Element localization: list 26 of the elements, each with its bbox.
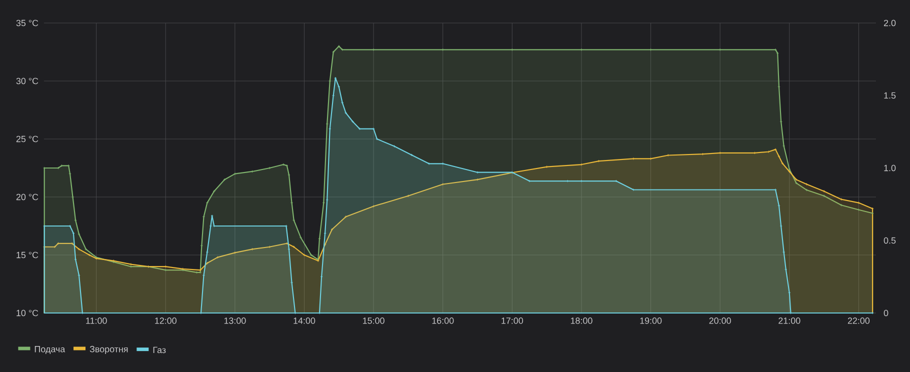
x-tick-label: 21:00 bbox=[778, 318, 800, 324]
y-tick-label: 25 °C bbox=[16, 136, 38, 142]
y-tick-label: 35 °C bbox=[16, 20, 38, 26]
y2-tick-label: 0 bbox=[884, 310, 888, 316]
x-tick-label: 15:00 bbox=[363, 318, 384, 324]
x-tick-label: 14:00 bbox=[294, 318, 316, 324]
x-tick-label: 16:00 bbox=[432, 318, 454, 324]
x-tick-label: 11:00 bbox=[86, 318, 107, 324]
y2-tick-label: 1.5 bbox=[884, 92, 896, 99]
y-tick-label: 15 °C bbox=[16, 252, 38, 258]
y-tick-label: 10 °C bbox=[16, 310, 38, 316]
x-tick-label: 17:00 bbox=[502, 318, 524, 324]
y-tick-label: 20 °C bbox=[16, 194, 38, 200]
x-tick-label: 20:00 bbox=[709, 318, 731, 324]
x-tick-label: 22:00 bbox=[848, 318, 870, 324]
x-tick-label: 12:00 bbox=[155, 318, 176, 324]
legend-label: Зворотня bbox=[90, 346, 128, 354]
x-tick-label: 18:00 bbox=[570, 318, 592, 324]
y2-tick-label: 2.0 bbox=[884, 20, 896, 26]
y-tick-label: 30 °C bbox=[16, 78, 38, 84]
legend-label: Подача bbox=[34, 346, 66, 354]
x-tick-label: 19:00 bbox=[640, 318, 662, 324]
x-tick-label: 13:00 bbox=[224, 318, 246, 324]
legend-label: Газ bbox=[153, 346, 166, 354]
y2-tick-label: 0.5 bbox=[884, 237, 896, 244]
y2-tick-label: 1.0 bbox=[884, 164, 896, 172]
